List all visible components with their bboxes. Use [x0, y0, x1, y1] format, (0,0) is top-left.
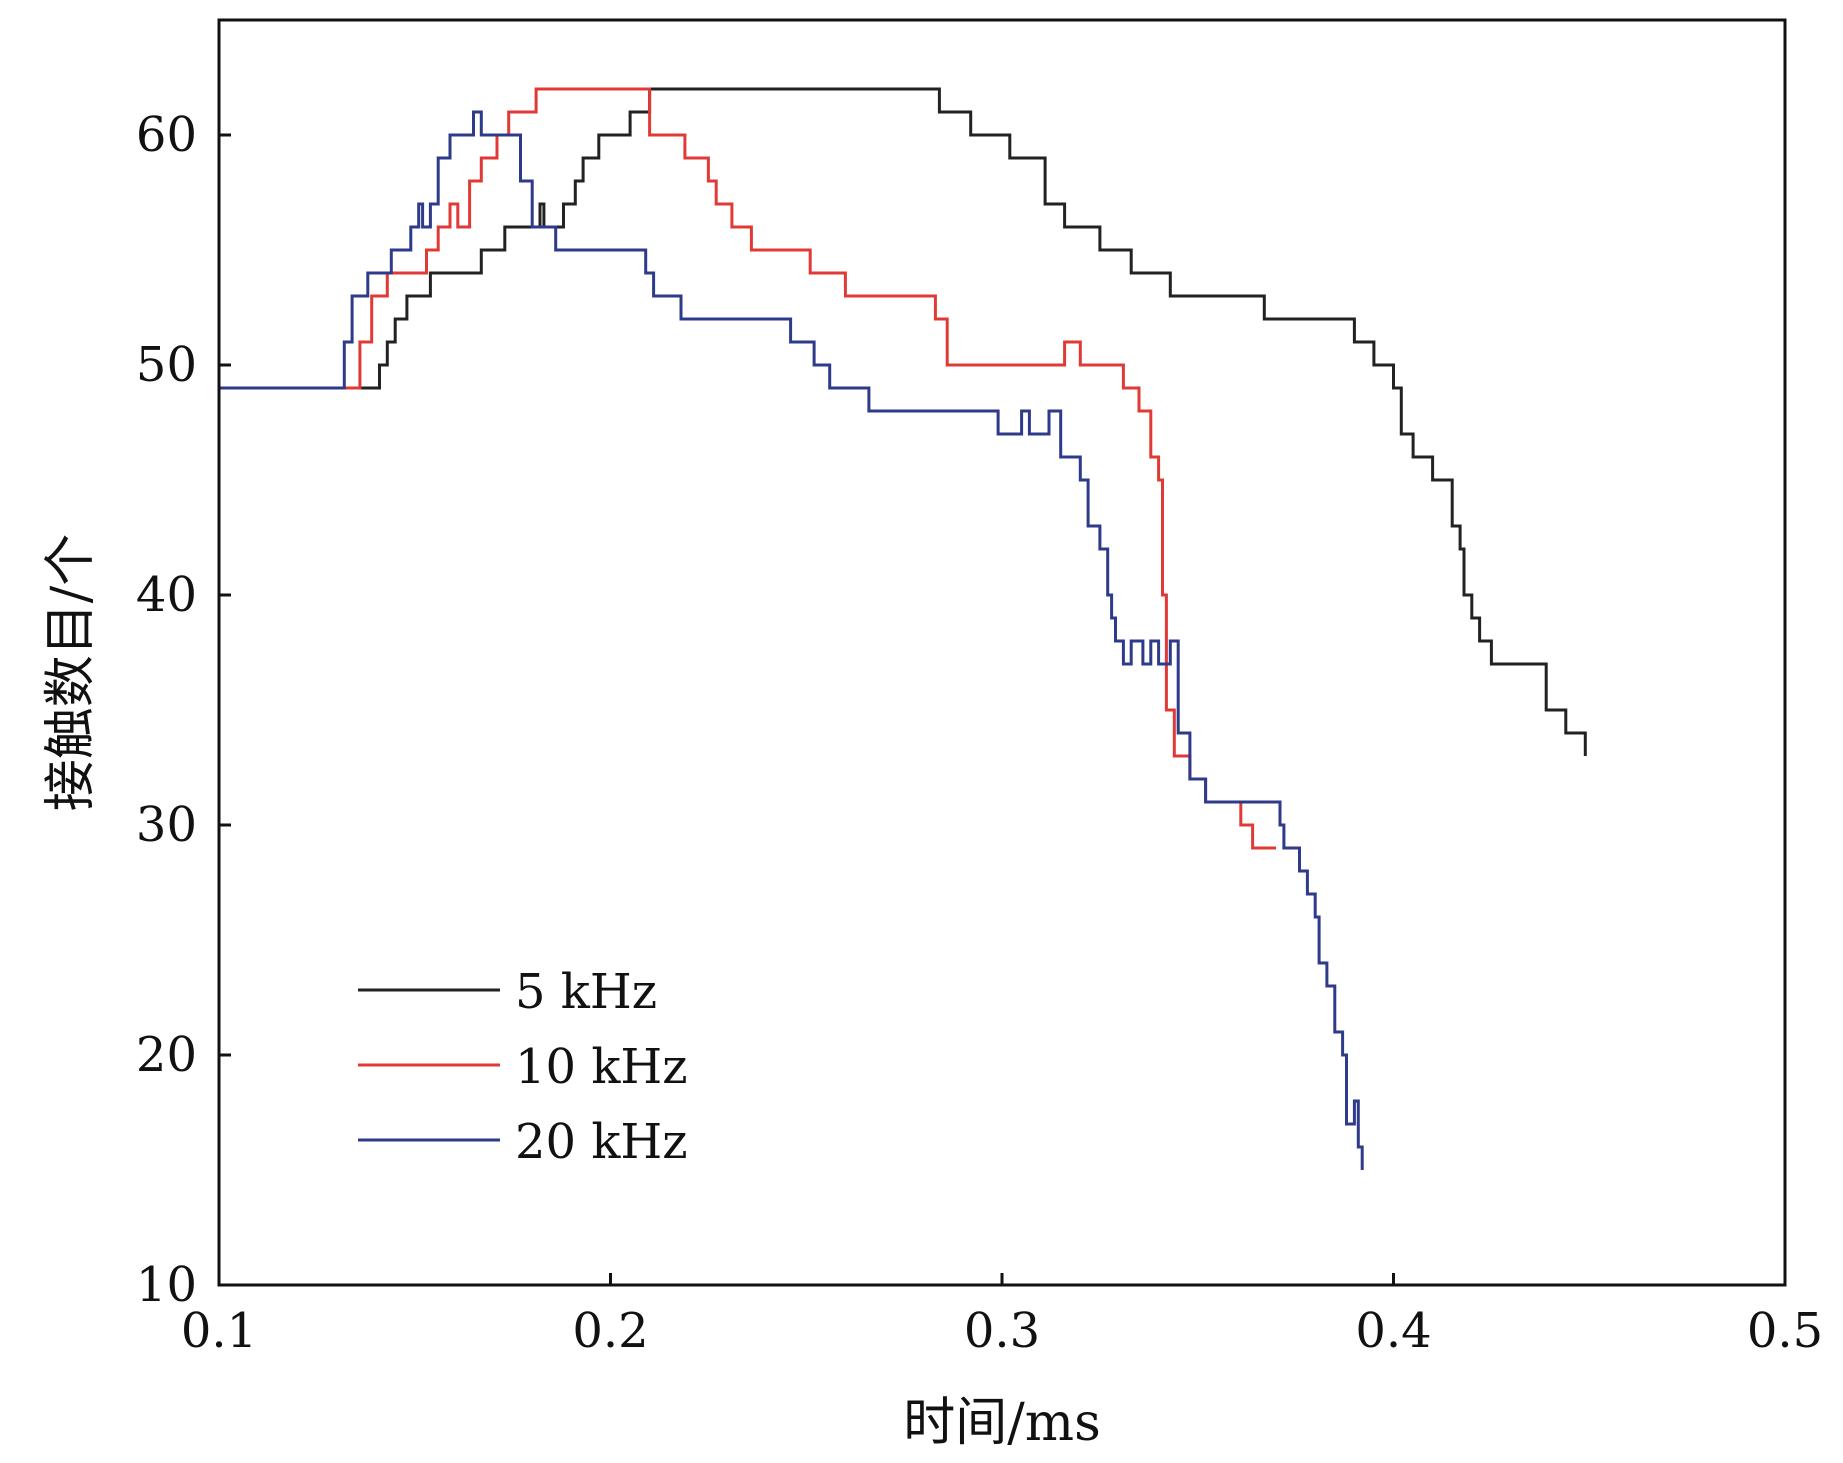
x-tick-label: 0.2 — [572, 1303, 648, 1359]
legend-label-1: 10 kHz — [515, 1039, 688, 1095]
series-line-1 — [219, 87, 1277, 850]
legend: 5 kHz 10 kHz 20 kHz — [358, 964, 688, 1170]
y-tick-label: 20 — [136, 1027, 197, 1083]
y-tick-label: 60 — [136, 107, 197, 163]
y-tick-label: 30 — [136, 797, 197, 853]
x-tick-label: 0.4 — [1355, 1303, 1431, 1359]
series-line-2 — [219, 110, 1364, 1170]
plot-lines — [219, 87, 1587, 1170]
y-axis: 10 20 30 40 50 60 — [136, 107, 231, 1313]
y-tick-label: 10 — [136, 1257, 197, 1313]
y-tick-label: 40 — [136, 567, 197, 623]
plot-frame — [217, 18, 1787, 1287]
x-tick-label: 0.5 — [1747, 1303, 1823, 1359]
x-tick-label: 0.1 — [181, 1303, 257, 1359]
legend-label-2: 20 kHz — [515, 1114, 688, 1170]
x-axis: 0.1 0.2 0.3 0.4 0.5 — [181, 1273, 1823, 1359]
y-tick-label: 50 — [136, 337, 197, 393]
x-axis-label: 时间/ms — [903, 1393, 1101, 1453]
y-axis-label: 接触数目/个 — [41, 534, 101, 812]
series-line-0 — [219, 87, 1587, 756]
legend-label-0: 5 kHz — [515, 964, 657, 1020]
x-tick-label: 0.3 — [964, 1303, 1040, 1359]
